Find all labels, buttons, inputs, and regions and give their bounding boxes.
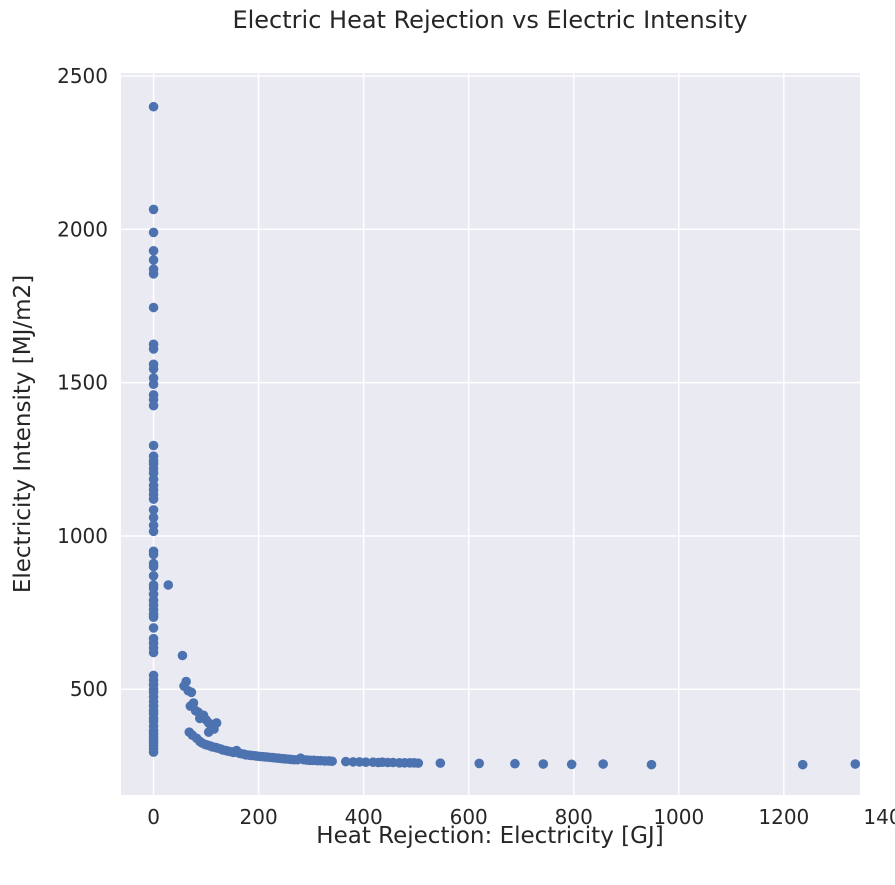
data-point bbox=[148, 204, 159, 215]
data-point bbox=[598, 759, 608, 769]
data-point bbox=[148, 269, 159, 279]
data-point bbox=[148, 400, 159, 411]
x-tick-labels: 0 200 400 600 800 1000 1200 1400 bbox=[147, 805, 895, 829]
data-point bbox=[181, 676, 191, 687]
data-point bbox=[148, 561, 159, 572]
y-tick-label: 2000 bbox=[57, 217, 108, 241]
data-point bbox=[413, 758, 424, 768]
y-tick-label: 1000 bbox=[57, 524, 108, 548]
x-tick-label: 1000 bbox=[653, 805, 704, 829]
data-point bbox=[474, 758, 485, 769]
data-point bbox=[148, 344, 159, 354]
data-point bbox=[148, 302, 159, 313]
x-tick-label: 600 bbox=[450, 805, 488, 829]
x-tick-label: 400 bbox=[345, 805, 383, 829]
data-point bbox=[148, 623, 159, 633]
data-point bbox=[148, 505, 159, 515]
chart-title: Electric Heat Rejection vs Electric Inte… bbox=[232, 6, 747, 34]
data-point bbox=[435, 758, 446, 768]
data-point bbox=[148, 549, 159, 560]
data-point bbox=[148, 364, 159, 374]
data-point bbox=[360, 757, 371, 767]
data-point bbox=[211, 718, 222, 728]
data-point bbox=[148, 379, 159, 389]
y-tick-label: 500 bbox=[70, 677, 108, 701]
data-point bbox=[203, 727, 214, 737]
y-tick-labels: 500 1000 1500 2000 2500 bbox=[57, 64, 108, 701]
data-point bbox=[148, 101, 159, 112]
data-point bbox=[163, 580, 174, 590]
data-point bbox=[510, 758, 520, 769]
data-point bbox=[340, 756, 351, 767]
data-point bbox=[148, 494, 159, 504]
data-point bbox=[177, 650, 188, 661]
plot-background bbox=[121, 73, 860, 795]
data-point bbox=[148, 512, 159, 523]
y-tick-label: 1500 bbox=[57, 371, 108, 395]
data-point bbox=[566, 759, 577, 770]
data-point bbox=[188, 698, 199, 708]
data-point bbox=[538, 759, 549, 769]
data-point bbox=[148, 255, 159, 265]
data-point bbox=[148, 246, 159, 256]
data-point bbox=[148, 612, 159, 622]
data-point bbox=[646, 759, 657, 770]
x-axis-label: Heat Rejection: Electricity [GJ] bbox=[316, 823, 663, 849]
grid-lines bbox=[121, 73, 860, 795]
data-points bbox=[148, 101, 861, 770]
data-point bbox=[148, 747, 159, 757]
data-point bbox=[148, 647, 159, 658]
data-point bbox=[148, 227, 159, 238]
data-point bbox=[797, 759, 808, 770]
y-axis-label: Electricity Intensity [MJ/m2] bbox=[10, 275, 36, 593]
x-tick-label: 800 bbox=[555, 805, 593, 829]
data-point bbox=[148, 440, 159, 451]
y-tick-label: 2500 bbox=[57, 64, 108, 88]
data-point bbox=[850, 759, 861, 769]
x-tick-label: 1200 bbox=[758, 805, 809, 829]
data-point bbox=[148, 526, 159, 537]
x-tick-label: 0 bbox=[147, 805, 160, 829]
x-tick-label: 1400 bbox=[863, 805, 895, 829]
x-tick-label: 200 bbox=[240, 805, 278, 829]
data-point bbox=[186, 687, 197, 698]
data-point bbox=[327, 756, 337, 767]
data-point bbox=[148, 570, 159, 581]
